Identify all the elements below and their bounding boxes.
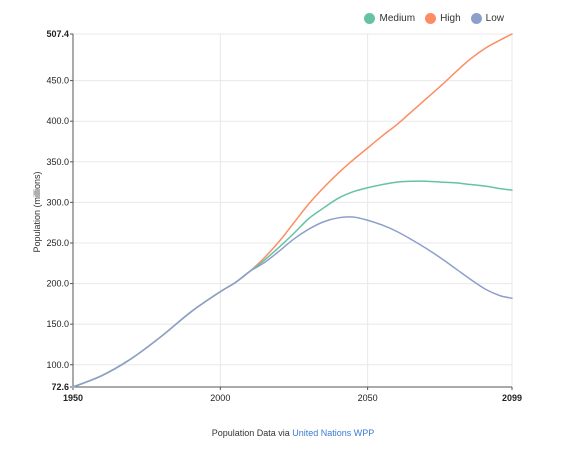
y-tick-label: 150.0 [46, 319, 69, 329]
series-line-low [72, 216, 513, 388]
y-tick-label: 350.0 [46, 157, 69, 167]
axes [70, 33, 513, 390]
legend-item-low[interactable]: Low [470, 13, 504, 24]
y-tick-label: 400.0 [46, 116, 69, 126]
legend-item-high[interactable]: High [425, 13, 461, 24]
x-tick-label: 2099 [502, 393, 522, 403]
series-line-high [72, 33, 513, 388]
y-tick-labels: 72.6 100.0 150.0 200.0 250.0 300.0 350.0 400.0 4… [46, 29, 69, 392]
x-tick-label: 2050 [358, 393, 378, 403]
legend-label-low: Low [485, 13, 504, 24]
series-lines [72, 33, 513, 388]
y-tick-label: 450.0 [46, 76, 69, 86]
y-tick-label: 200.0 [46, 279, 69, 289]
legend-swatch-low [470, 13, 482, 24]
y-axis-label: Population (millions) [32, 171, 42, 252]
legend-label-medium: Medium [379, 13, 416, 24]
legend-swatch-high [425, 13, 437, 24]
legend-item-medium[interactable]: Medium [364, 13, 415, 24]
series-line-medium [72, 180, 513, 388]
y-tick-label: 507.4 [46, 29, 69, 39]
legend-label-high: High [440, 13, 461, 24]
x-tick-label: 1950 [63, 393, 83, 403]
legend: Medium High Low [364, 13, 504, 24]
source-prefix: Population Data via [211, 428, 290, 438]
y-tick-label: 100.0 [46, 360, 69, 370]
source-link[interactable]: United Nations WPP [292, 428, 375, 438]
grid-lines [72, 33, 513, 388]
x-tick-label: 2000 [210, 393, 230, 403]
data-source: Population Data via United Nations WPP [0, 428, 586, 438]
y-tick-label: 250.0 [46, 238, 69, 248]
x-tick-labels: 1950 2000 2050 2099 [63, 393, 522, 403]
legend-swatch-medium [364, 13, 376, 24]
y-tick-label: 72.6 [51, 382, 69, 392]
y-tick-label: 300.0 [46, 197, 69, 207]
